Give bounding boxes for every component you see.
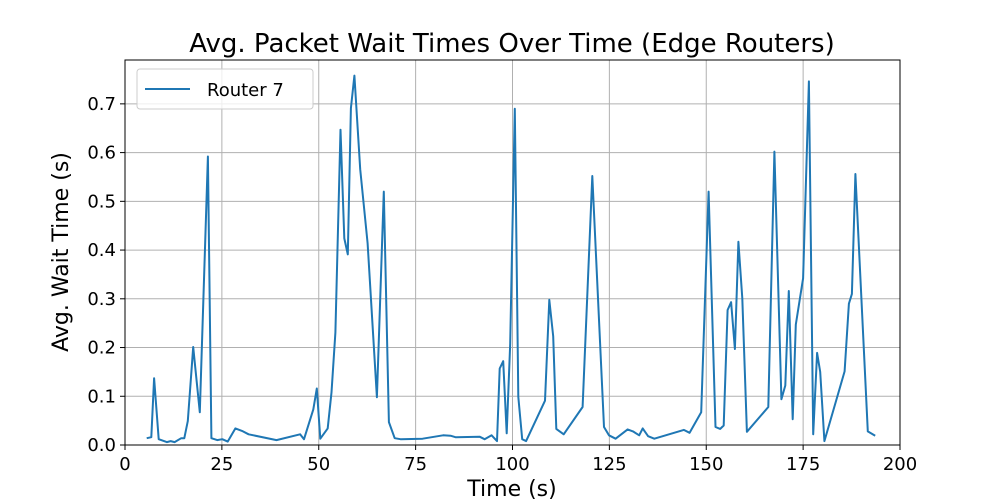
y-tick-label: 0.6 [87, 143, 116, 164]
x-tick-label: 0 [119, 454, 130, 475]
x-axis-label: Time (s) [466, 477, 556, 500]
legend-label-router-7: Router 7 [207, 80, 284, 101]
x-tick-label: 125 [592, 454, 626, 475]
x-tick-label: 150 [689, 454, 723, 475]
series-layer [146, 74, 876, 444]
y-tick-label: 0.4 [87, 240, 116, 261]
x-tick-label: 200 [883, 454, 917, 475]
chart-title: Avg. Packet Wait Times Over Time (Edge R… [189, 29, 835, 59]
axis-ticks: 0 25 50 75 100 125 150 175 200 0.0 0.1 0.2 0.3 0.4 0.5… [87, 94, 917, 475]
y-axis-label: Avg. Wait Time (s) [49, 152, 74, 352]
legend: Router 7 [136, 68, 314, 110]
x-tick-label: 100 [495, 454, 529, 475]
y-tick-label: 0.7 [87, 94, 116, 115]
x-tick-label: 50 [307, 454, 330, 475]
y-tick-label: 0.1 [87, 386, 116, 407]
y-tick-label: 0.3 [87, 289, 116, 310]
y-tick-label: 0.5 [87, 191, 116, 212]
series-line-router-7 [146, 74, 876, 444]
y-tick-label: 0.2 [87, 338, 116, 359]
x-tick-label: 175 [786, 454, 820, 475]
y-tick-label: 0.0 [87, 435, 116, 456]
x-tick-label: 75 [404, 454, 427, 475]
x-tick-label: 25 [210, 454, 233, 475]
legend-box [136, 68, 314, 110]
